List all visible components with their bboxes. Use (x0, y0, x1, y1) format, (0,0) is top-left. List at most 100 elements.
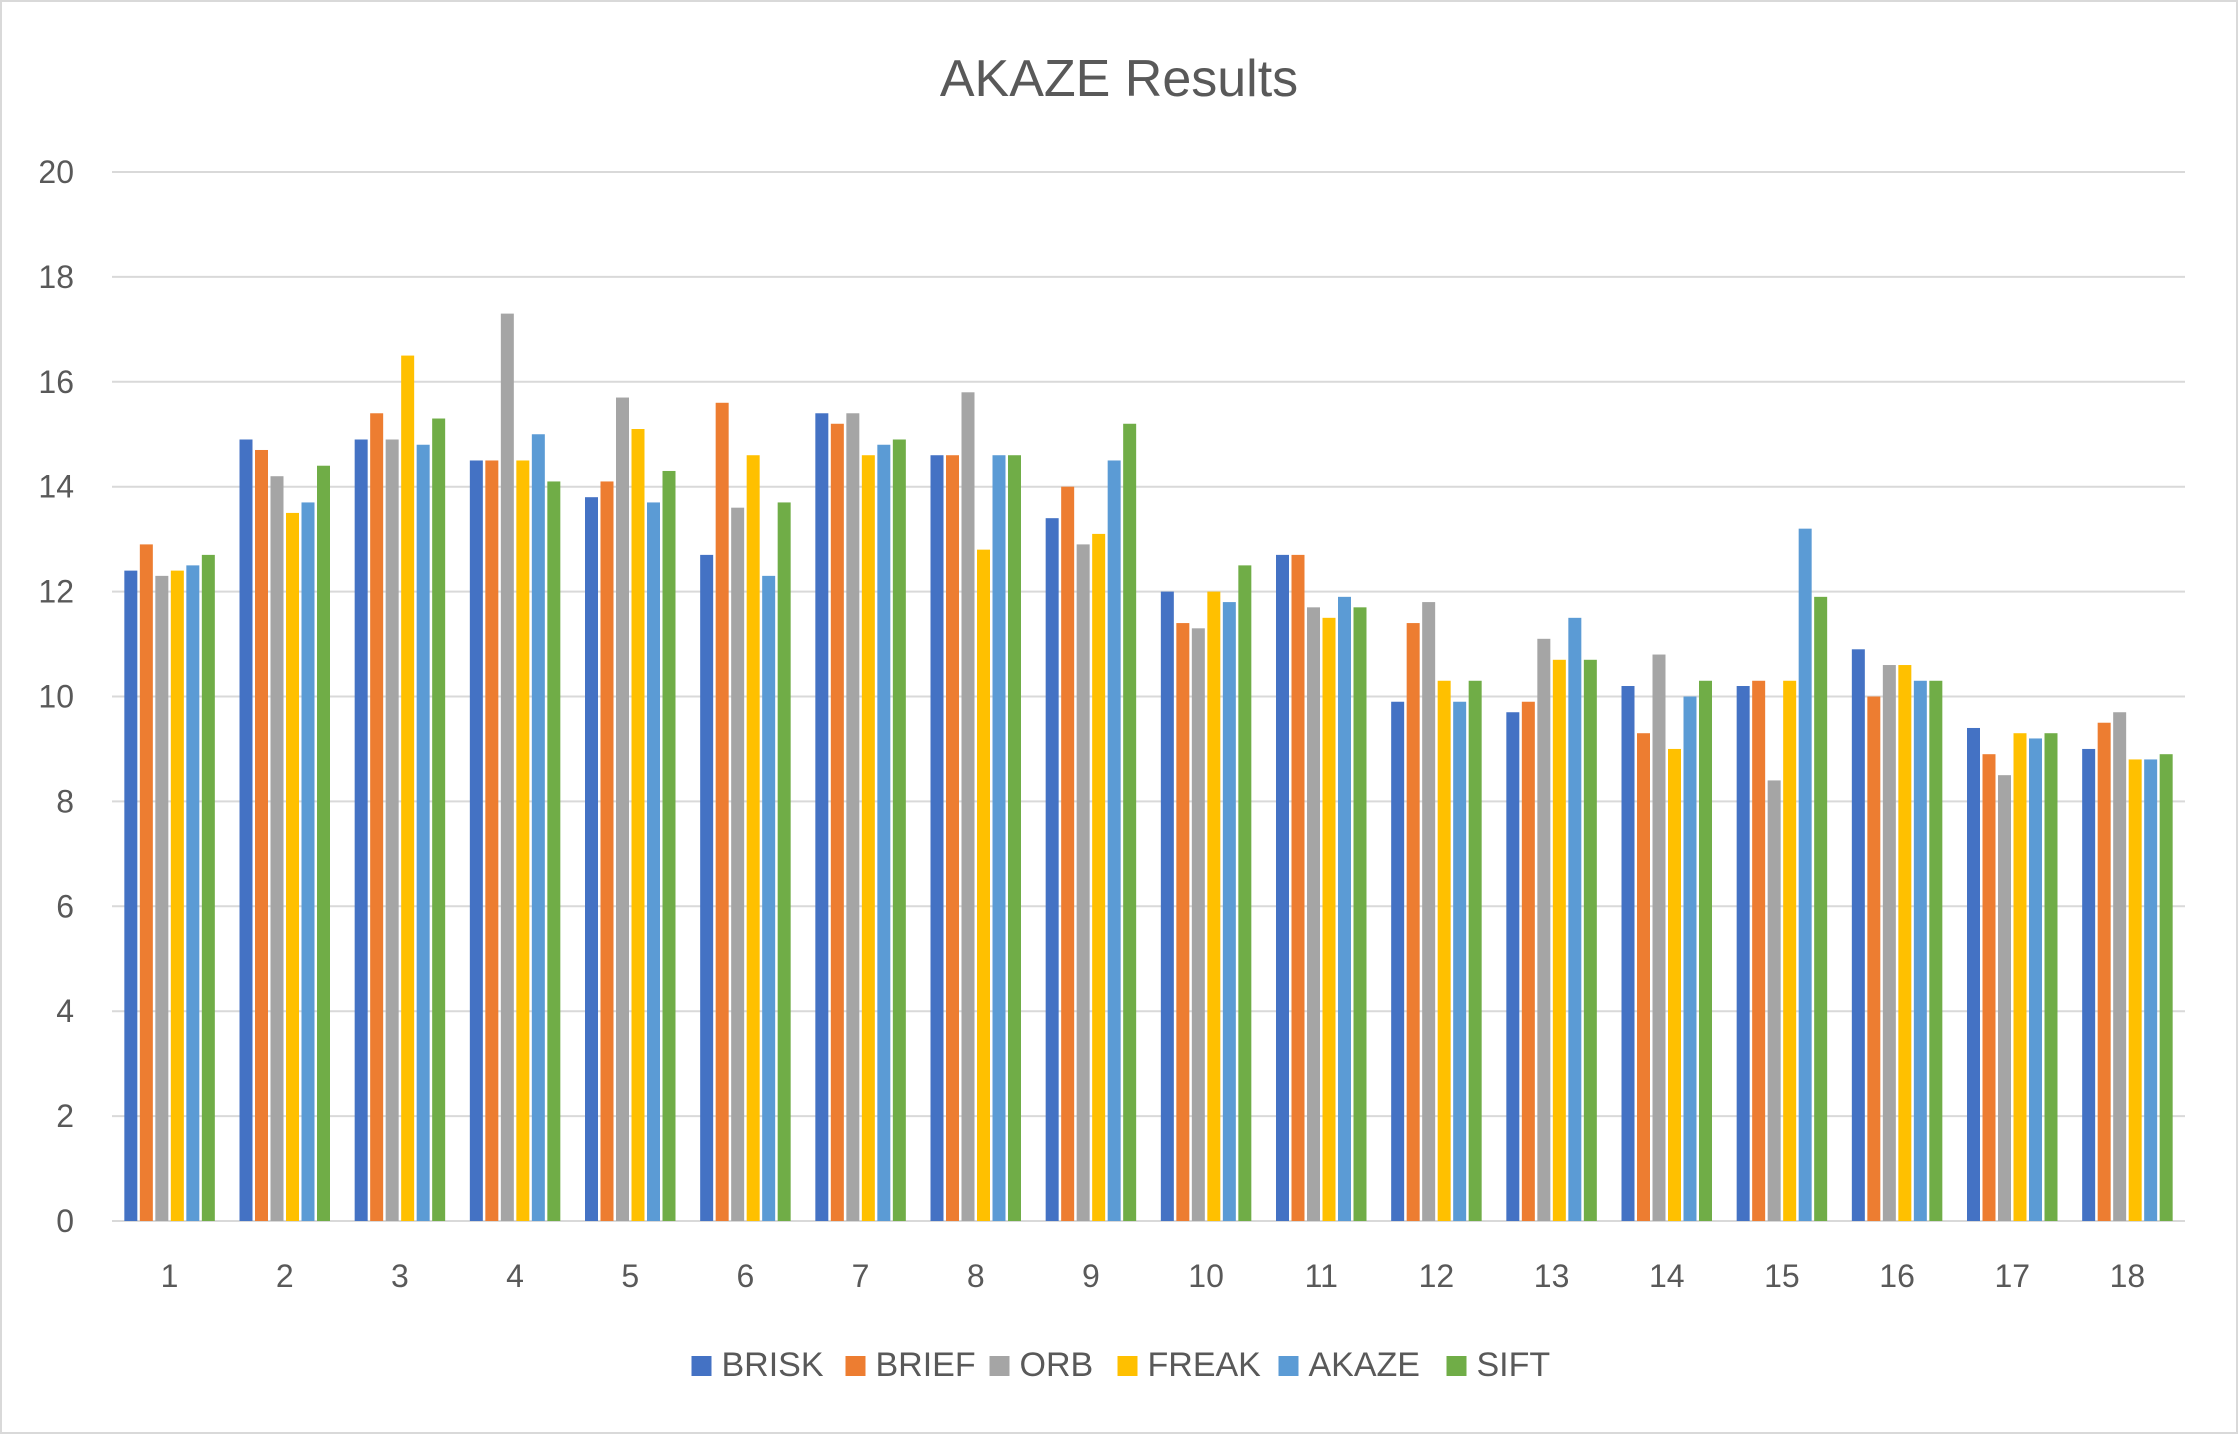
bar-freak-6 (746, 455, 760, 1222)
bar-akaze-4 (531, 434, 545, 1221)
x-tick-label: 6 (737, 1258, 755, 1294)
bar-orb-2 (270, 476, 284, 1222)
bar-sift-13 (1583, 659, 1597, 1221)
x-tick-label: 3 (391, 1258, 409, 1294)
x-tick-label: 10 (1188, 1258, 1224, 1294)
x-tick-label: 18 (2110, 1258, 2146, 1294)
bar-freak-18 (2128, 759, 2142, 1221)
legend-label: ORB (1020, 1346, 1094, 1384)
y-tick-label: 12 (38, 574, 74, 610)
bar-brisk-7 (815, 413, 829, 1221)
bar-freak-5 (631, 429, 645, 1221)
bar-brisk-15 (1736, 686, 1750, 1221)
bar-brief-3 (370, 413, 384, 1221)
x-tick-label: 11 (1305, 1258, 1338, 1294)
bar-brisk-16 (1851, 649, 1865, 1221)
x-tick-label: 8 (967, 1258, 985, 1294)
bar-brief-6 (715, 402, 729, 1221)
legend-label: BRISK (722, 1346, 824, 1384)
bar-brief-1 (139, 544, 153, 1221)
bar-brisk-2 (239, 439, 253, 1221)
bar-sift-11 (1353, 607, 1367, 1221)
bar-akaze-1 (186, 565, 200, 1221)
bar-freak-4 (516, 460, 530, 1222)
bar-brief-8 (946, 455, 959, 1222)
bar-brief-16 (1867, 696, 1881, 1221)
x-tick-label: 7 (852, 1258, 870, 1294)
bar-orb-5 (616, 397, 629, 1221)
bar-orb-15 (1767, 780, 1781, 1221)
bar-sift-12 (1468, 680, 1482, 1221)
bar-freak-9 (1092, 533, 1106, 1221)
bar-akaze-8 (992, 455, 1006, 1222)
legend-label: AKAZE (1309, 1346, 1420, 1384)
bar-brief-15 (1752, 680, 1766, 1221)
bar-brisk-11 (1276, 554, 1289, 1221)
bar-brisk-6 (700, 554, 714, 1221)
bar-brisk-4 (469, 460, 483, 1222)
y-axis-ticks: 0 2 4 6 8 10 12 14 16 18 20 (38, 154, 74, 1239)
legend-label: BRIEF (876, 1346, 976, 1384)
bar-brisk-18 (2082, 748, 2096, 1221)
bar-orb-17 (1998, 775, 2011, 1221)
bar-orb-6 (731, 507, 745, 1221)
bar-freak-2 (286, 512, 299, 1221)
legend-swatch (1117, 1356, 1138, 1376)
bar-sift-9 (1123, 423, 1137, 1221)
bar-brief-11 (1291, 554, 1305, 1221)
legend-swatch (691, 1356, 712, 1376)
bar-akaze-17 (2029, 738, 2042, 1221)
bar-brief-4 (485, 460, 499, 1222)
bar-sift-2 (317, 465, 330, 1222)
bar-brisk-1 (124, 570, 138, 1221)
bar-brief-5 (600, 481, 614, 1222)
y-tick-label: 14 (38, 469, 74, 505)
bar-sift-4 (547, 481, 561, 1222)
legend-label: FREAK (1148, 1346, 1262, 1384)
x-tick-label: 1 (161, 1258, 179, 1294)
bar-brief-9 (1061, 486, 1075, 1221)
legend-item-sift: SIFT (1446, 1346, 1550, 1384)
bar-sift-15 (1814, 596, 1828, 1221)
bar-freak-8 (977, 549, 990, 1221)
legend-swatch (1446, 1356, 1467, 1376)
chart-title: AKAZE Results (940, 50, 1298, 108)
bar-sift-16 (1929, 680, 1943, 1221)
bar-brisk-9 (1045, 518, 1059, 1221)
bar-brief-17 (1982, 754, 1996, 1221)
x-tick-label: 16 (1879, 1258, 1915, 1294)
bar-sift-3 (432, 418, 446, 1221)
bar-akaze-11 (1338, 596, 1351, 1221)
bar-brief-2 (255, 449, 268, 1221)
y-tick-label: 0 (56, 1203, 74, 1239)
bar-orb-16 (1882, 665, 1896, 1221)
y-tick-label: 4 (56, 993, 74, 1029)
y-tick-label: 20 (38, 154, 74, 190)
y-tick-label: 2 (56, 1098, 74, 1134)
y-tick-label: 6 (56, 888, 74, 924)
bar-sift-8 (1008, 455, 1021, 1222)
bar-akaze-12 (1453, 701, 1467, 1221)
bar-brisk-12 (1391, 701, 1405, 1221)
bar-freak-11 (1322, 617, 1336, 1221)
legend-item-brisk: BRISK (691, 1346, 824, 1384)
bar-brisk-3 (354, 439, 368, 1221)
bar-orb-1 (155, 575, 169, 1221)
bar-sift-14 (1699, 680, 1712, 1221)
bar-brief-13 (1521, 701, 1535, 1221)
bar-freak-14 (1668, 748, 1681, 1221)
bar-freak-15 (1783, 680, 1797, 1221)
bar-brief-14 (1637, 733, 1650, 1221)
bar-akaze-7 (877, 444, 891, 1221)
x-tick-label: 2 (276, 1258, 294, 1294)
bar-freak-3 (401, 355, 415, 1221)
y-tick-label: 16 (38, 364, 74, 400)
bar-freak-12 (1437, 680, 1451, 1221)
y-tick-label: 18 (38, 259, 74, 295)
bar-sift-6 (777, 502, 791, 1221)
bar-akaze-2 (301, 502, 315, 1221)
bar-brief-10 (1176, 623, 1190, 1221)
legend: BRISK BRIEF ORB FREAK AKAZE SIFT (691, 1346, 1550, 1384)
bar-orb-10 (1191, 628, 1205, 1221)
